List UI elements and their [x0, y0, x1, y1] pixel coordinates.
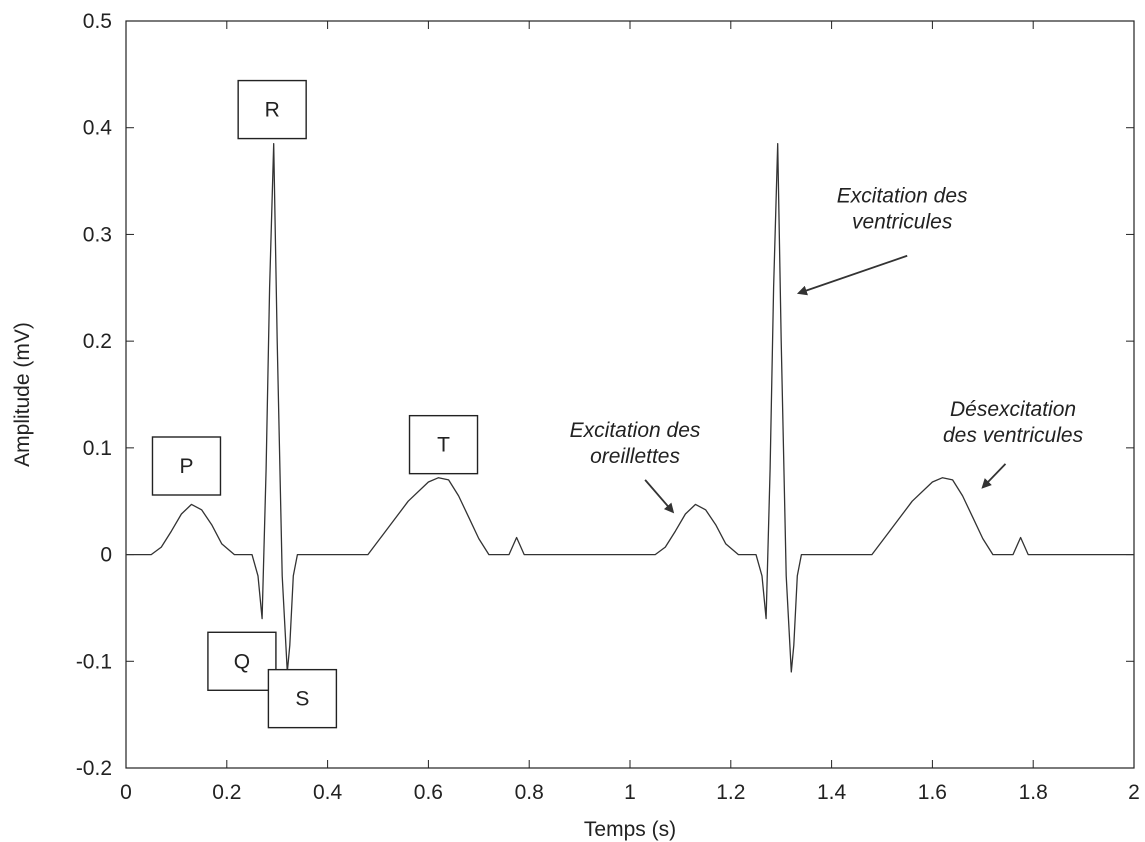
wave-label-s: S: [267, 668, 338, 729]
y-tick-label: 0.4: [83, 117, 113, 140]
y-tick-label: 0.5: [83, 10, 112, 33]
annotation: Désexcitation des ventricules: [943, 398, 1084, 489]
annotation-text-line: des ventricules: [943, 424, 1084, 447]
x-tick-label: 2: [1128, 781, 1140, 804]
wave-label-r: R: [237, 79, 307, 140]
wave-label-text: T: [437, 434, 450, 457]
axes: 0 0.2 0.4 0.6 0.8 1 1.2 1.4 1.6 1.8 2 -0.2 -0.1 0 0.1 0…: [76, 10, 1140, 804]
x-tick-label: 0: [120, 781, 132, 804]
x-tick-label: 0.4: [313, 781, 343, 804]
y-tick-label: 0.3: [83, 223, 112, 246]
annotation-text-line: Excitation des: [837, 184, 968, 207]
wave-label-q: Q: [207, 631, 277, 691]
x-tick-label: 1.4: [817, 781, 847, 804]
x-tick-label: 1.8: [1019, 781, 1048, 804]
ecg-series-line: [126, 143, 1134, 673]
wave-label-text: S: [295, 688, 309, 711]
x-tick-label: 0.6: [414, 781, 443, 804]
annotations: Excitation des ventricules Excitation des o…: [570, 184, 1084, 514]
wave-label-text: R: [265, 99, 280, 122]
wave-label-text: Q: [234, 650, 250, 673]
wave-labels: P R T Q S: [151, 79, 479, 729]
wave-label-box: [151, 436, 222, 496]
x-tick-label: 1.2: [716, 781, 745, 804]
x-tick-label: 1.6: [918, 781, 947, 804]
y-tick-label: -0.2: [76, 757, 112, 780]
annotation-text-line: Excitation des: [570, 419, 701, 442]
x-tick-label: 0.8: [515, 781, 544, 804]
annotation-text-line: ventricules: [852, 210, 953, 233]
y-tick-label: 0: [100, 544, 112, 567]
wave-label-text: P: [179, 455, 193, 478]
annotation-text-line: Désexcitation: [950, 398, 1076, 421]
x-tick-label: 1: [624, 781, 636, 804]
annotation: Excitation des ventricules: [796, 184, 968, 296]
annotation: Excitation des oreillettes: [570, 419, 701, 514]
y-tick-label: 0.2: [83, 330, 112, 353]
annotation-arrow: [981, 463, 1007, 489]
y-tick-label: 0.1: [83, 437, 112, 460]
annotation-arrow: [796, 254, 908, 296]
x-tick-label: 0.2: [212, 781, 241, 804]
annotation-arrow: [644, 479, 675, 514]
y-tick-label: -0.1: [76, 650, 112, 673]
wave-label-p: P: [151, 436, 222, 496]
x-axis-label: Temps (s): [584, 818, 676, 841]
wave-label-box: [237, 79, 307, 140]
wave-label-box: [408, 414, 479, 475]
series-line-layer: [126, 143, 1134, 673]
wave-label-box: [267, 668, 338, 729]
annotation-text-line: oreillettes: [590, 445, 680, 468]
wave-label-box: [207, 631, 277, 691]
y-axis-label: Amplitude (mV): [11, 322, 34, 467]
wave-label-t: T: [408, 414, 479, 475]
